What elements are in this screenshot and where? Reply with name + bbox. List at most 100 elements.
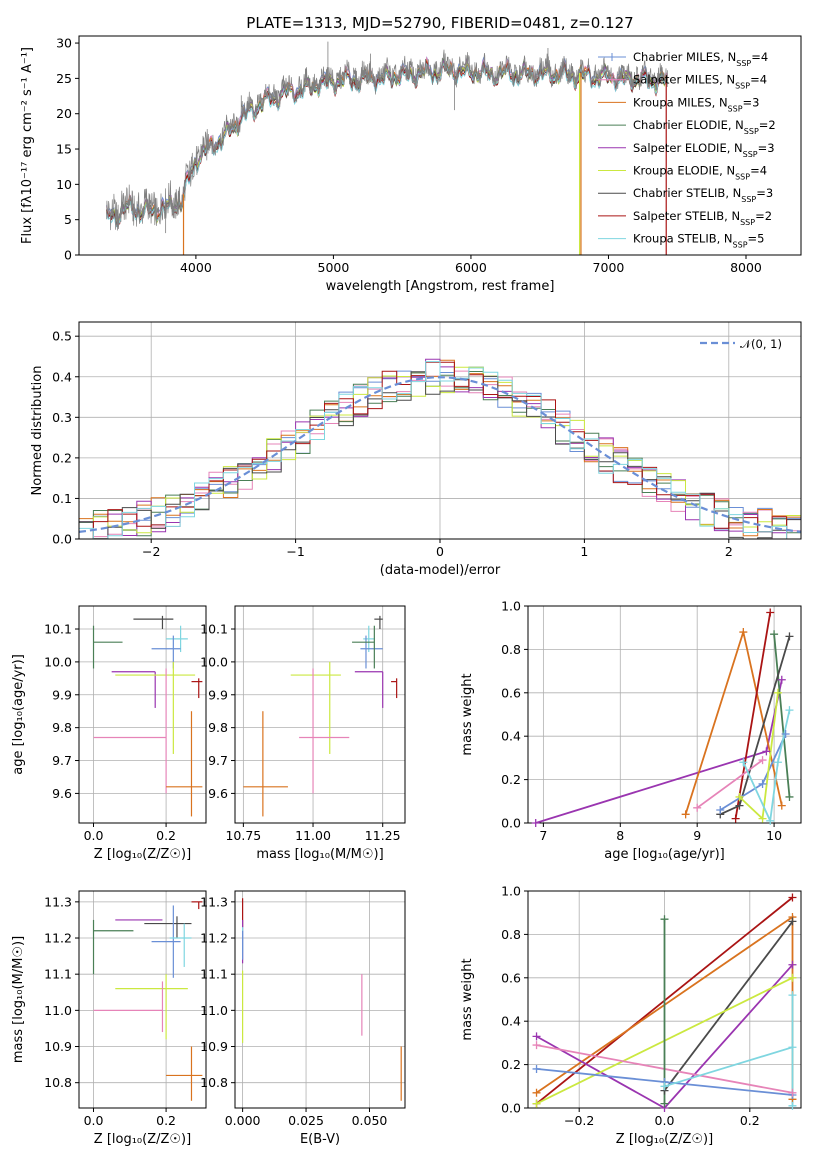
x-axis-label: Z [log₁₀(Z/Z☉)] [94, 1132, 191, 1147]
legend-label: Chabrier MILES, N [633, 50, 736, 64]
plot-area-spectrum [106, 41, 669, 255]
x-axis-label: Z [log₁₀(Z/Z☉)] [616, 1132, 713, 1147]
y-tick-label: 0.4 [501, 729, 521, 744]
axes-frame [78, 35, 802, 256]
plot-area-weight_vs_Z [535, 896, 794, 1108]
x-tick-label: 0.2 [156, 1113, 176, 1128]
legend-sub: SSP [736, 59, 751, 68]
y-tick-label: 0 [64, 248, 72, 263]
y-tick-label: 9.6 [52, 786, 72, 801]
x-axis-label: mass [log₁₀(M/M☉)] [256, 847, 383, 862]
plot-area-mass_vs_EBV [242, 898, 402, 1101]
legend-tail: =5 [748, 232, 765, 246]
y-tick-label: 5 [64, 212, 72, 227]
y-tick-label: 30 [56, 36, 72, 51]
y-tick-label: 11.0 [200, 1003, 228, 1018]
axes-age_vs_mass: 10.75 11.00 11.25 9.6 9.7 9.8 9.9 10.0 10.1 mass … [200, 605, 406, 862]
x-axis-label: (data-model)/error [380, 563, 501, 578]
plot-area-residuals [79, 358, 801, 539]
y-tick-label: 25 [56, 71, 72, 86]
y-tick-label: 0.0 [501, 1101, 521, 1116]
model-spectrum-salpeter_miles [106, 56, 669, 223]
weight-point-kroupa_stelib [785, 706, 794, 715]
y-tick-label: 11.0 [44, 1003, 72, 1018]
model-spectrum-salpeter_elodie [106, 57, 669, 224]
weight-point-kroupa_miles [681, 810, 690, 819]
x-tick-label: 8 [616, 828, 624, 843]
legend-sub: SSP [740, 217, 755, 226]
x-axis-label: E(B-V) [300, 1132, 340, 1147]
y-tick-label: 10.1 [44, 622, 72, 637]
y-tick-label: 9.9 [52, 687, 72, 702]
y-tick-label: 0.0 [52, 532, 72, 547]
x-tick-label: 0.0 [655, 1113, 675, 1128]
y-axis-label: mass weight [460, 673, 475, 755]
legend-sub: SSP [744, 127, 759, 136]
x-tick-label: 7000 [593, 260, 625, 275]
legend-sub: SSP [735, 172, 750, 181]
plot-area-age_vs_mass [243, 615, 398, 817]
x-tick-label: 0.2 [740, 1113, 760, 1128]
y-tick-label: 20 [56, 106, 72, 121]
weight-point-salpeter_stelib [731, 814, 740, 823]
x-tick-label: 8000 [730, 260, 762, 275]
panel-age_vs_Z: 0.0 0.2 9.6 9.7 9.8 9.9 10.0 10.1 Z [log₁₀(Z/Z☉)… [11, 605, 207, 862]
y-tick-label: 10.0 [200, 654, 228, 669]
y-tick-label: 10.8 [200, 1075, 228, 1090]
x-tick-label: 0.050 [352, 1113, 388, 1128]
axes-mass_vs_Z: 0.0 0.2 10.8 10.9 11.0 11.1 11.2 11.3 Z [log₁₀(Z… [11, 890, 207, 1147]
model-spectrum-salpeter_stelib [106, 60, 669, 227]
legend-sub: SSP [735, 81, 750, 90]
y-tick-label: 9.7 [208, 753, 228, 768]
y-tick-label: 0.8 [501, 642, 521, 657]
x-tick-label: 7 [539, 828, 547, 843]
legend-entry: Chabrier STELIB, NSSP=3 [633, 186, 773, 204]
weight-point-chabrier_elodie [660, 1099, 669, 1108]
plot-area-age_vs_Z [92, 615, 203, 817]
panel-spectrum: 4000 5000 6000 7000 8000 0 5 10 15 20 25 30 waveleng… [20, 35, 802, 294]
weight-point-salpeter_miles [788, 1088, 797, 1097]
weight-point-kroupa_stelib [788, 991, 797, 1000]
weight-line-chabrier_elodie [773, 634, 791, 798]
x-axis-label: age [log₁₀(age/yr)] [604, 847, 725, 862]
weight-point-kroupa_elodie [735, 792, 744, 801]
x-tick-label: 10.75 [225, 828, 261, 843]
y-tick-label: 9.6 [208, 786, 228, 801]
legend-entry: Salpeter MILES, NSSP=4 [633, 73, 767, 91]
panel-age_vs_mass: 10.75 11.00 11.25 9.6 9.7 9.8 9.9 10.0 10.1 mass … [200, 605, 406, 862]
y-tick-label: 1.0 [501, 884, 521, 899]
x-tick-label: 10 [766, 828, 782, 843]
legend-label: Chabrier STELIB, N [633, 186, 741, 200]
y-tick-label: 10.9 [200, 1039, 228, 1054]
x-tick-label: 0 [436, 544, 444, 559]
axes-spectrum: 4000 5000 6000 7000 8000 0 5 10 15 20 25 30 waveleng… [20, 35, 802, 294]
legend-entry: Chabrier ELODIE, NSSP=2 [633, 118, 776, 136]
legend-sub: SSP [733, 240, 748, 249]
legend-tail: =2 [759, 118, 776, 132]
y-tick-label: 11.1 [44, 967, 72, 982]
legend-entry: Salpeter ELODIE, NSSP=3 [633, 141, 775, 159]
weight-point-kroupa_elodie [532, 1099, 541, 1108]
panel-mass_vs_Z: 0.0 0.2 10.8 10.9 11.0 11.1 11.2 11.3 Z [log₁₀(Z… [11, 890, 207, 1147]
y-tick-label: 9.8 [208, 720, 228, 735]
legend-tail: =3 [743, 95, 760, 109]
weight-point-kroupa_stelib [788, 1101, 797, 1110]
x-tick-label: −2 [142, 544, 160, 559]
model-spectrum-kroupa_miles [106, 57, 669, 223]
model-spectrum-kroupa_stelib [106, 62, 669, 228]
y-tick-label: 11.2 [44, 931, 72, 946]
weight-line-chabrier_stelib [663, 920, 794, 1092]
y-tick-label: 9.8 [52, 720, 72, 735]
axes-frame [527, 605, 802, 824]
y-axis-label: mass [log₁₀(M/M☉)] [11, 936, 26, 1063]
legend-tail: =4 [750, 164, 767, 178]
weight-point-chabrier_miles [781, 730, 790, 739]
weight-point-chabrier_stelib [785, 632, 794, 641]
legend-sub: SSP [728, 104, 743, 113]
axes-age_vs_Z: 0.0 0.2 9.6 9.7 9.8 9.9 10.0 10.1 Z [log₁₀(Z/Z☉)… [11, 605, 207, 862]
legend-label-gaussian: 𝒩(0, 1) [740, 337, 782, 351]
x-axis-label: Z [log₁₀(Z/Z☉)] [94, 847, 191, 862]
legend-tail: =3 [756, 186, 773, 200]
weight-line-kroupa_stelib [742, 710, 791, 823]
x-tick-label: 5000 [318, 260, 350, 275]
